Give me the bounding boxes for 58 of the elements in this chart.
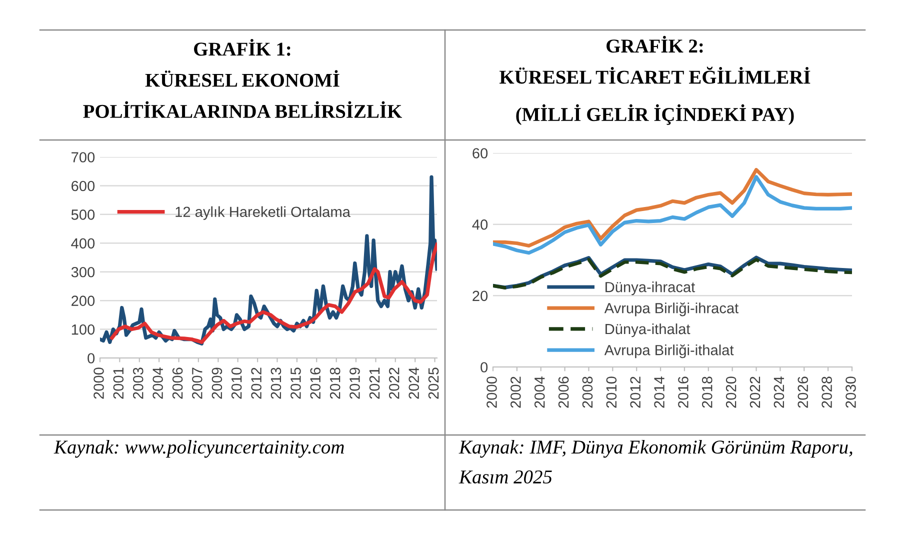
legend-label: Avrupa Birliği-ithalat [604, 344, 734, 358]
x-tick-label: 2030 [846, 376, 856, 408]
x-tick-label: 2026 [798, 376, 808, 408]
x-tick-label: 2025 [428, 368, 439, 399]
x-tick-label: 2019 [350, 368, 360, 399]
y-tick-label: 100 [72, 324, 95, 335]
line-series [110, 242, 437, 344]
x-tick-label: 2020 [726, 376, 736, 408]
x-tick-label: 2012 [251, 368, 262, 399]
text: Kaynak: www.policyuncertainity.com [54, 440, 344, 458]
y-tick-label: 20 [472, 290, 488, 302]
x-tick-label: 2003 [132, 368, 144, 399]
legend-label: 12 aylık Hareketli Ortalama [176, 206, 350, 220]
y-tick-label: 400 [71, 238, 95, 249]
y-tick-label: 0 [88, 353, 95, 364]
line-series [493, 168, 852, 248]
chart-title: GRAFİK 1: KÜRESEL EKONOMİ POLİTİKALARINDA BELİRSİZLİK [83, 38, 402, 118]
x-tick-label: 2007 [192, 368, 202, 399]
y-tick-label: 200 [72, 296, 95, 306]
x-tick-label: 2010 [606, 376, 617, 408]
y-tick-label: 500 [71, 210, 95, 220]
x-tick-label: 2008 [582, 376, 593, 408]
x-tick-label: 2006 [172, 368, 183, 399]
legend-label: Dünya-ihracat [606, 282, 696, 296]
x-tick-label: 2016 [310, 368, 321, 399]
x-tick-label: 2015 [290, 368, 301, 399]
x-tick-label: 2000 [94, 368, 104, 399]
y-tick-label: 700 [72, 152, 95, 162]
x-tick-label: 2010 [231, 368, 242, 399]
x-tick-label: 2018 [330, 368, 340, 399]
x-tick-label: 2024 [408, 367, 420, 399]
x-tick-label: 2028 [822, 376, 832, 408]
x-tick-label: 2021 [369, 368, 380, 399]
y-tick-label: 60 [472, 148, 488, 158]
legend-label: Dünya-ithalat [606, 323, 690, 338]
x-tick-label: 2022 [750, 376, 760, 408]
x-tick-label: 2022 [388, 368, 400, 399]
x-tick-label: 2024 [774, 376, 784, 408]
chart-title: GRAFİK 2: KÜRESEL TİCARET EĞİLİMLERİ (MİLLİ GELİR İÇİNDEKİ PAY) [500, 36, 810, 126]
legend-label: Avrupa Birliği-ihracat [604, 302, 739, 316]
x-tick-label: 2004 [152, 367, 163, 399]
y-tick-label: 40 [472, 219, 488, 230]
x-tick-label: 2000 [486, 376, 497, 408]
x-tick-label: 2009 [212, 368, 222, 399]
x-tick-label: 2018 [702, 376, 712, 408]
x-tick-label: 2013 [270, 368, 282, 399]
x-tick-label: 2001 [113, 368, 124, 399]
x-tick-label: 2006 [558, 376, 569, 408]
x-tick-label: 2004 [534, 376, 545, 408]
y-tick-label: 300 [71, 266, 95, 278]
x-tick-label: 2012 [630, 376, 641, 408]
x-tick-label: 2014 [654, 376, 664, 408]
x-tick-label: 2016 [678, 376, 688, 408]
y-tick-label: 0 [480, 362, 488, 372]
text: Kaynak: IMF, Dünya Ekonomik Görünüm Raporu, Kasım 2025 [458, 440, 852, 484]
x-tick-label: 2002 [510, 376, 521, 408]
y-tick-label: 600 [72, 180, 95, 192]
line-series [493, 175, 852, 255]
